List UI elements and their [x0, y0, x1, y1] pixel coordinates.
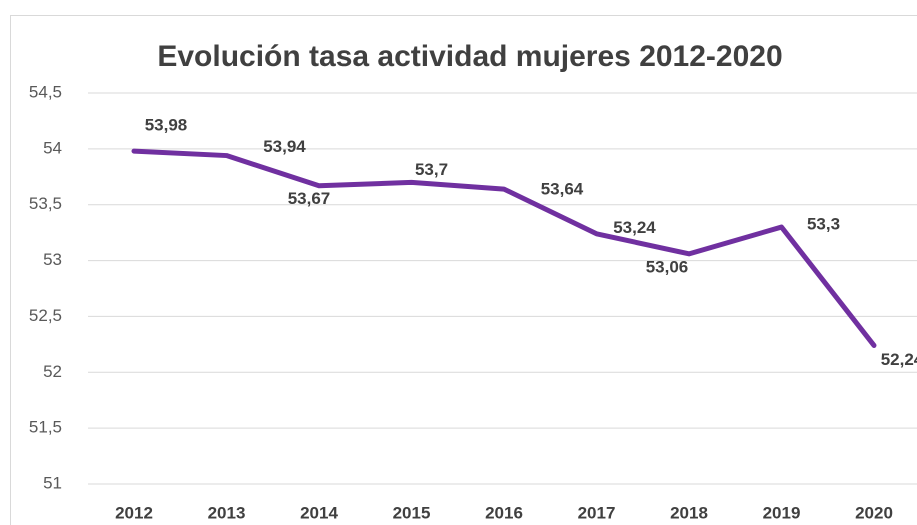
x-tick-label: 2014 [300, 503, 338, 522]
x-tick-label: 2019 [763, 503, 801, 522]
y-tick-label: 52,5 [29, 306, 62, 325]
x-tick-label: 2015 [393, 503, 431, 522]
x-tick-label: 2018 [670, 503, 708, 522]
y-tick-label: 52 [43, 362, 62, 381]
data-label: 53,06 [646, 257, 689, 276]
x-tick-label: 2013 [208, 503, 246, 522]
data-label: 52,24 [881, 350, 917, 369]
chart-title: Evolución tasa actividad mujeres 2012-20… [157, 40, 782, 73]
x-tick-label: 2012 [115, 503, 153, 522]
y-tick-label: 53,5 [29, 194, 62, 213]
chart-border [10, 15, 917, 525]
data-label: 53,24 [613, 218, 656, 237]
x-tick-label: 2017 [578, 503, 616, 522]
data-label: 53,94 [263, 137, 306, 156]
data-label: 53,3 [807, 215, 840, 234]
y-tick-label: 51 [43, 473, 62, 492]
data-label: 53,98 [145, 116, 188, 135]
data-line [131, 148, 877, 348]
y-tick-label: 51,5 [29, 418, 62, 437]
x-tick-label: 2020 [855, 503, 893, 522]
data-label: 53,64 [541, 180, 584, 199]
data-label: 53,67 [288, 189, 331, 208]
x-tick-label: 2016 [485, 503, 523, 522]
data-label: 53,7 [415, 160, 448, 179]
y-tick-label: 54,5 [29, 82, 62, 101]
y-tick-label: 53 [43, 250, 62, 269]
y-tick-label: 54 [43, 138, 62, 157]
